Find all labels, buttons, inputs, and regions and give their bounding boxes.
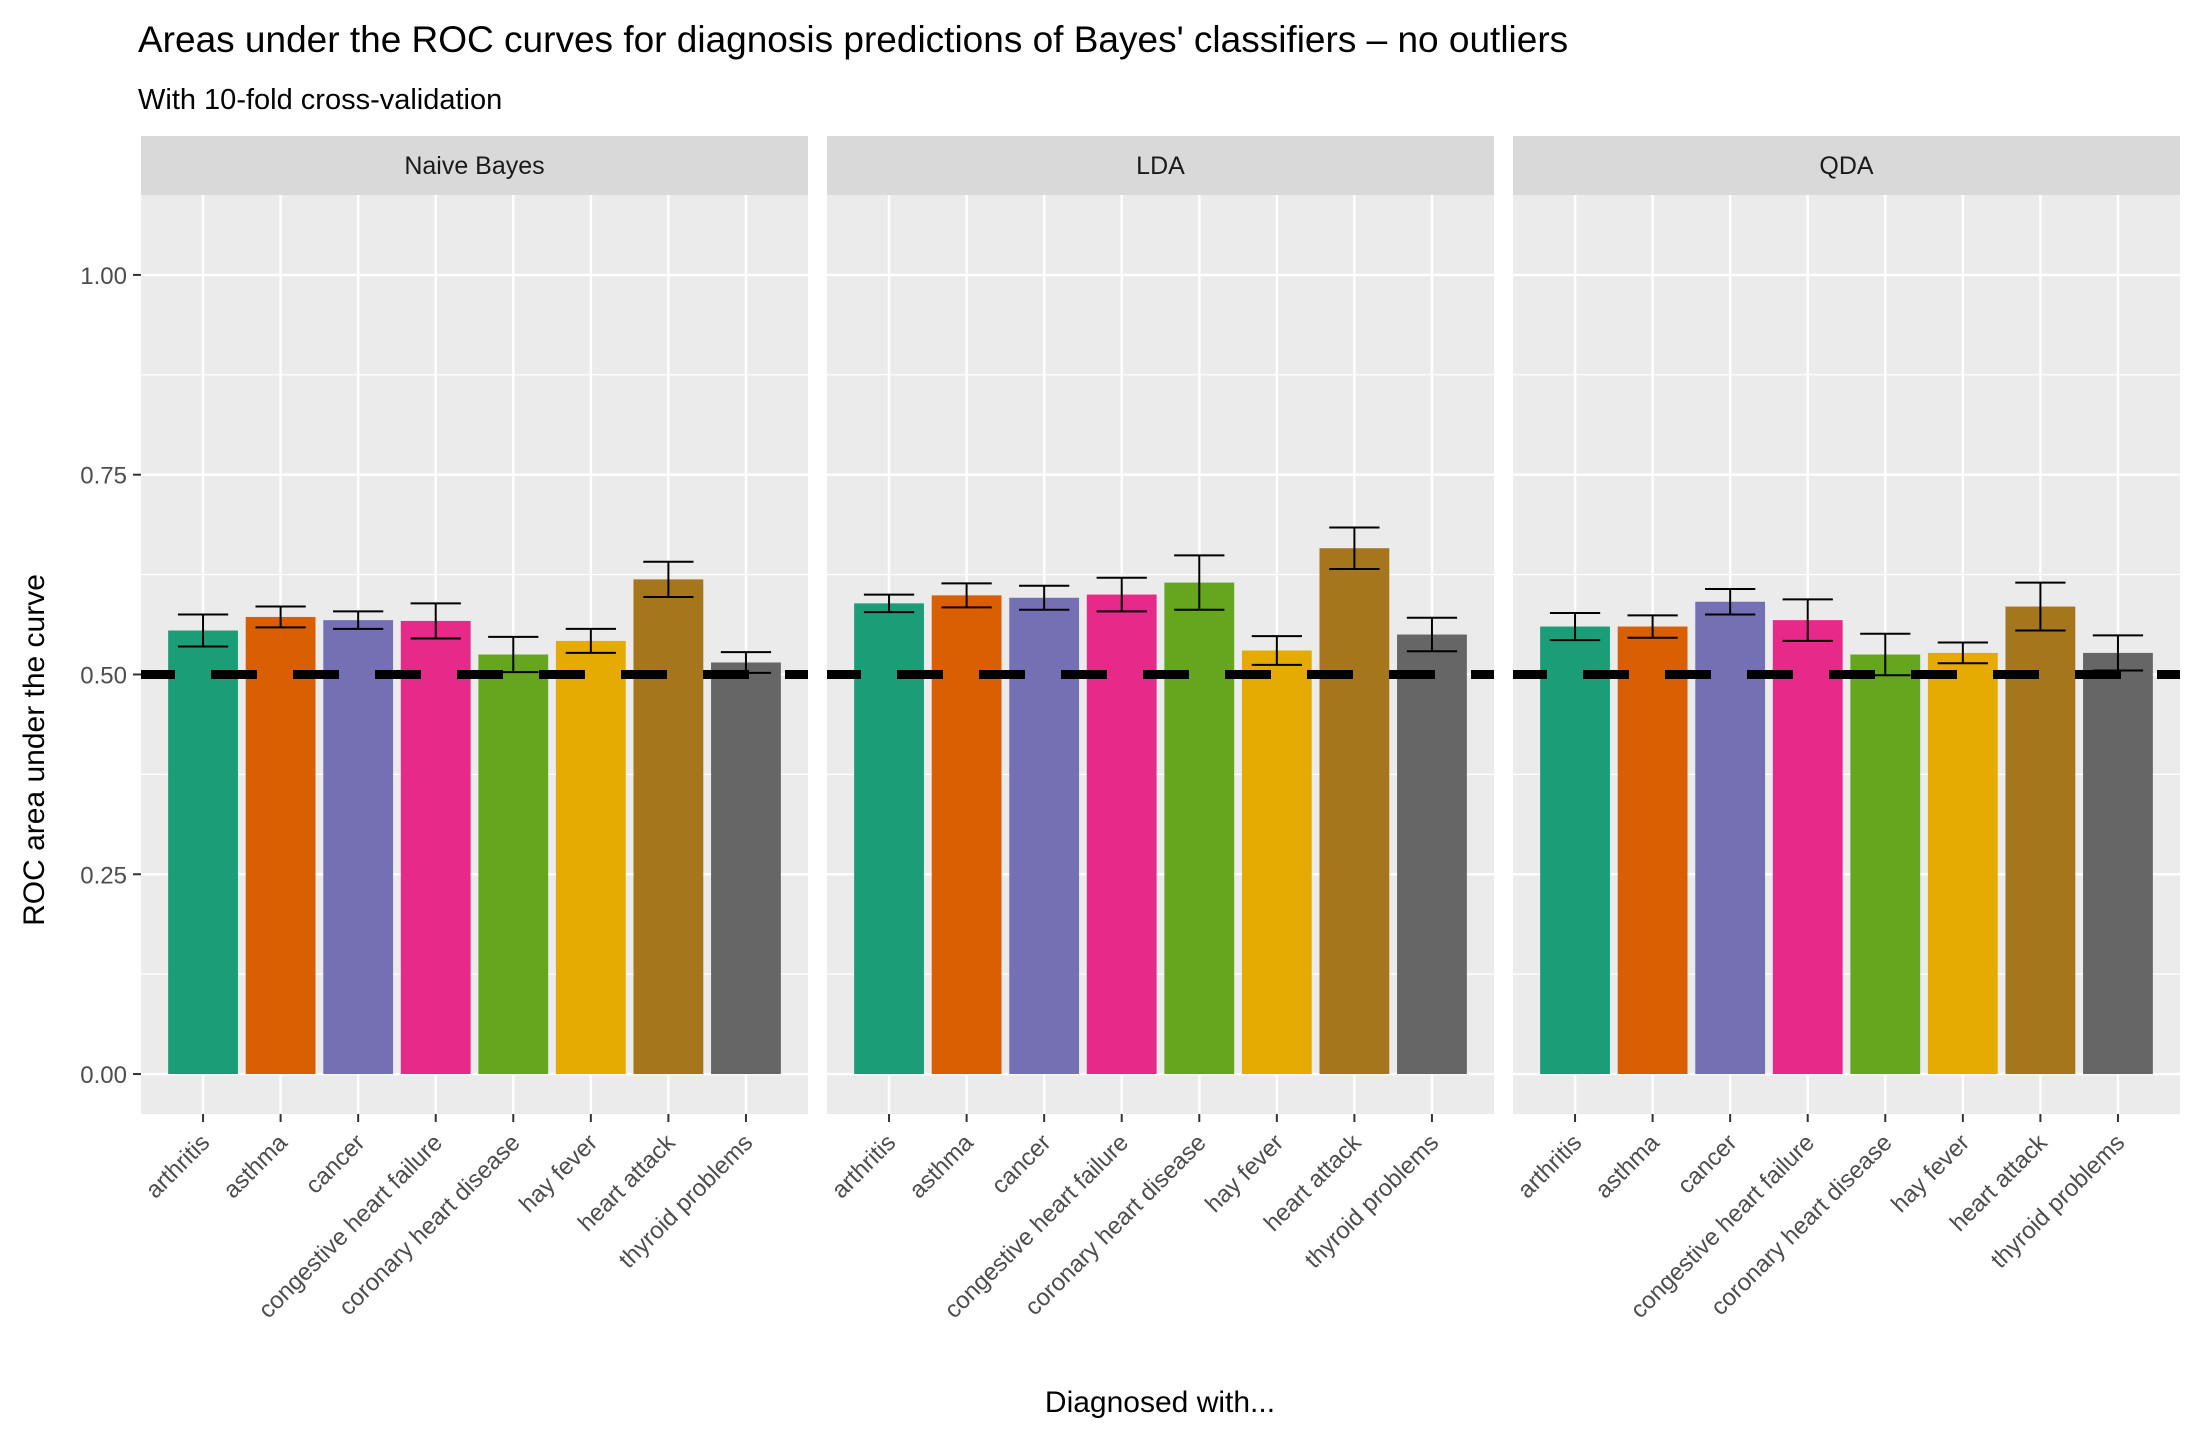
error-bar-cancer <box>1705 587 1756 616</box>
panel-background <box>827 195 1494 1114</box>
x-tick-label-arthritis: arthritis <box>141 1129 216 1204</box>
x-tick-label-asthma: asthma <box>218 1129 293 1204</box>
x-tick-label-thyroid-problems: thyroid problems <box>614 1129 759 1274</box>
bar-congestive-heart-failure <box>1086 594 1157 1075</box>
error-bar-congestive-heart-failure <box>1782 598 1833 642</box>
error-bar-arthritis <box>177 613 229 648</box>
error-bar-heart-attack <box>2015 581 2066 632</box>
y-tick-label: 1.00 <box>80 263 127 290</box>
error-bar-heart-attack <box>643 560 694 598</box>
error-bar-coronary-heart-disease <box>1174 554 1225 611</box>
x-tick-label-arthritis: arthritis <box>827 1129 902 1204</box>
panel-strip <box>141 136 808 195</box>
error-bar-heart-attack <box>1329 526 1380 570</box>
y-tick-label: 0.75 <box>80 463 127 490</box>
error-bar-hay-fever <box>565 627 616 654</box>
y-tick-label: 0.50 <box>80 662 127 689</box>
bar-arthritis <box>1540 626 1610 1075</box>
error-bar-arthritis <box>863 593 915 614</box>
x-tick-label-asthma: asthma <box>1590 1129 1665 1204</box>
bar-heart-attack <box>2005 606 2076 1075</box>
x-tick-label-cancer: cancer <box>986 1129 1056 1199</box>
panel-strip-label: QDA <box>1819 152 1874 180</box>
error-bar-thyroid-problems <box>1406 616 1458 653</box>
x-axis-title: Diagnosed with... <box>1045 1386 1275 1419</box>
error-bar-cancer <box>333 610 384 630</box>
panel-strip <box>1513 136 2180 195</box>
x-tick-label-cancer: cancer <box>1672 1129 1742 1199</box>
bar-arthritis <box>168 630 238 1075</box>
error-bar-arthritis <box>1549 611 1601 642</box>
chart-title: Areas under the ROC curves for diagnosis… <box>138 19 1568 60</box>
error-bar-hay-fever <box>1251 635 1302 666</box>
error-bar-hay-fever <box>1937 641 1988 665</box>
y-axis-title: ROC area under the curve <box>18 574 51 926</box>
panel-background <box>141 195 808 1114</box>
bar-asthma <box>931 595 1002 1075</box>
bar-coronary-heart-disease <box>1164 582 1235 1075</box>
x-tick-label-asthma: asthma <box>904 1129 979 1204</box>
panel-background <box>1513 195 2180 1114</box>
bar-thyroid-problems <box>711 662 781 1075</box>
error-bar-congestive-heart-failure <box>410 602 461 640</box>
bar-cancer <box>1009 597 1080 1075</box>
bar-heart-attack <box>633 579 704 1075</box>
bar-hay-fever <box>1927 652 1998 1075</box>
bar-hay-fever <box>1241 650 1312 1075</box>
error-bar-congestive-heart-failure <box>1096 576 1147 613</box>
bar-congestive-heart-failure <box>1772 620 1843 1075</box>
bar-thyroid-problems <box>2083 652 2153 1075</box>
x-tick-label-cancer: cancer <box>300 1129 370 1199</box>
error-bar-asthma <box>1627 614 1678 639</box>
x-tick-label-thyroid-problems: thyroid problems <box>1300 1129 1445 1274</box>
panel-strip-label: LDA <box>1136 152 1185 180</box>
bar-coronary-heart-disease <box>478 654 549 1075</box>
bar-arthritis <box>854 603 924 1075</box>
bar-hay-fever <box>555 640 626 1075</box>
panels-layer: 0.00 0.25 0.50 0.75 1.00 Naive Bayes arthritis… <box>80 136 2180 1324</box>
error-bar-asthma <box>941 582 992 609</box>
panel-strip <box>827 136 1494 195</box>
chart-subtitle: With 10-fold cross-validation <box>138 84 502 116</box>
panel-strip-label: Naive Bayes <box>404 152 544 180</box>
bar-asthma <box>1617 626 1688 1075</box>
bar-cancer <box>1695 601 1766 1075</box>
bar-heart-attack <box>1319 548 1390 1075</box>
error-bar-cancer <box>1019 584 1070 611</box>
bar-congestive-heart-failure <box>400 620 471 1075</box>
bar-thyroid-problems <box>1397 634 1467 1075</box>
bar-asthma <box>245 616 316 1075</box>
x-tick-label-thyroid-problems: thyroid problems <box>1986 1129 2131 1274</box>
bar-cancer <box>323 620 394 1075</box>
bar-coronary-heart-disease <box>1850 654 1921 1075</box>
x-tick-label-arthritis: arthritis <box>1513 1129 1588 1204</box>
error-bar-asthma <box>255 605 306 629</box>
y-tick-label: 0.00 <box>80 1062 127 1089</box>
y-tick-label: 0.25 <box>80 862 127 889</box>
